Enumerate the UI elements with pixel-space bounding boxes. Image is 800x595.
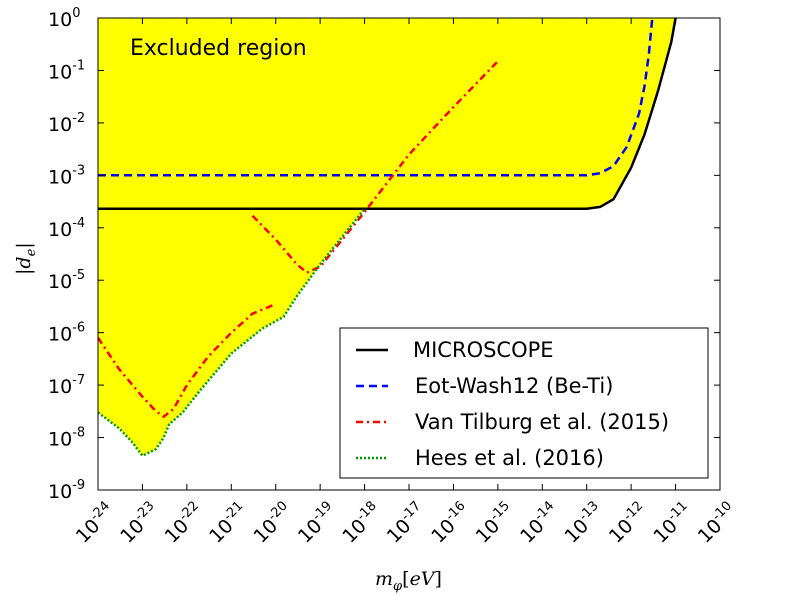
x-tick-label-text: 10-13 — [559, 498, 608, 547]
y-tick-label: 100 — [48, 6, 80, 31]
series-line-3-0 — [98, 208, 366, 458]
y-axis-label-d: d — [13, 256, 35, 268]
y-tick-label: 10-2 — [48, 111, 85, 136]
y-axis-label-text: |de| — [13, 242, 39, 275]
x-tick-label: 10-18 — [337, 498, 386, 547]
x-tick-label-text: 10-22 — [159, 498, 208, 547]
x-tick-label-text: 10-19 — [292, 498, 341, 547]
x-tick-label-text: 10-18 — [337, 498, 386, 547]
y-tick-exp: -1 — [72, 58, 85, 73]
series-layer — [98, 18, 677, 458]
y-axis-label-bar-right: | — [13, 242, 35, 248]
legend-label-2: Van Tilburg et al. (2015) — [415, 410, 669, 434]
x-tick-label-text: 10-23 — [115, 498, 164, 547]
y-tick-label: 10-4 — [48, 216, 85, 241]
y-tick-base: 10 — [48, 114, 72, 136]
x-tick-label: 10-23 — [115, 498, 164, 547]
x-tick-label-text: 10-10 — [692, 498, 741, 547]
y-axis-label: |de| — [13, 242, 39, 275]
x-tick-label: 10-16 — [426, 498, 475, 547]
x-tick-label: 10-22 — [159, 498, 208, 547]
series-line-0-0 — [98, 18, 677, 211]
y-tick-exp: 0 — [72, 6, 80, 21]
y-tick-exp: -5 — [72, 268, 85, 283]
x-tick-label-text: 10-24 — [70, 498, 119, 547]
y-tick-exp: -2 — [72, 111, 85, 126]
x-tick-label: 10-19 — [292, 498, 341, 547]
x-tick-label: 10-13 — [559, 498, 608, 547]
x-tick-label: 10-21 — [204, 498, 253, 547]
y-tick-base: 10 — [48, 166, 72, 188]
series-line-1-0 — [98, 18, 654, 177]
y-tick-exp: -7 — [72, 373, 85, 388]
x-tick-label: 10-15 — [470, 498, 519, 547]
y-tick-label: 10-7 — [48, 373, 85, 398]
legend-label-3: Hees et al. (2016) — [415, 446, 604, 470]
y-tick-exp: -3 — [72, 163, 85, 178]
x-tick-label-text: 10-17 — [381, 498, 430, 547]
y-tick-base: 10 — [48, 61, 72, 83]
y-tick-base: 10 — [48, 271, 72, 293]
x-axis-label-close: ] — [435, 568, 442, 590]
x-tick-label-text: 10-12 — [603, 498, 652, 547]
y-tick-base: 10 — [48, 324, 72, 346]
y-tick-base: 10 — [48, 429, 72, 451]
x-tick-label: 10-12 — [603, 498, 652, 547]
y-tick-label: 10-3 — [48, 163, 85, 188]
y-tick-exp: -9 — [72, 478, 85, 493]
y-axis-label-sub: e — [24, 248, 39, 256]
x-tick-label: 10-10 — [692, 498, 741, 547]
excluded-region-fill — [98, 18, 676, 456]
legend: MICROSCOPE Eot-Wash12 (Be-Ti) Van Tilburg … — [339, 327, 709, 479]
y-tick-label: 10-5 — [48, 268, 85, 293]
x-tick-label: 10-11 — [648, 498, 697, 547]
y-tick-base: 10 — [48, 376, 72, 398]
y-tick-exp: -6 — [72, 321, 85, 336]
y-tick-exp: -4 — [72, 216, 85, 231]
y-tick-label: 10-1 — [48, 58, 85, 83]
legend-box — [339, 327, 709, 479]
y-tick-label: 10-9 — [48, 478, 85, 503]
x-tick-label-text: 10-15 — [470, 498, 519, 547]
x-tick-label: 10-17 — [381, 498, 430, 547]
x-axis-label-ev: eV — [410, 568, 437, 590]
x-axis-label-sub: φ — [393, 579, 403, 594]
x-axis-label: mφ[eV] — [375, 568, 442, 594]
excluded-region-label: Excluded region — [130, 36, 307, 61]
x-axis-label-unit: [ — [402, 568, 409, 590]
x-tick-label: 10-24 — [70, 498, 119, 547]
y-tick-base: 10 — [48, 219, 72, 241]
y-tick-base: 10 — [48, 9, 72, 31]
y-tick-base: 10 — [48, 481, 72, 503]
x-tick-label-text: 10-11 — [648, 498, 697, 547]
x-tick-label-text: 10-21 — [204, 498, 253, 547]
legend-label-0: MICROSCOPE — [413, 338, 554, 362]
y-axis-label-bar-left: | — [13, 269, 35, 275]
y-tick-label: 10-6 — [48, 321, 85, 346]
y-tick-label: 10-8 — [48, 426, 85, 451]
x-tick-label-text: 10-14 — [515, 498, 564, 547]
x-tick-label: 10-20 — [248, 498, 297, 547]
x-tick-label: 10-14 — [515, 498, 564, 547]
legend-label-1: Eot-Wash12 (Be-Ti) — [415, 374, 613, 398]
series-line-2-0 — [98, 302, 277, 419]
y-tick-exp: -8 — [72, 426, 85, 441]
x-axis-label-m: m — [375, 568, 393, 590]
x-tick-label-text: 10-16 — [426, 498, 475, 547]
x-tick-label-text: 10-20 — [248, 498, 297, 547]
